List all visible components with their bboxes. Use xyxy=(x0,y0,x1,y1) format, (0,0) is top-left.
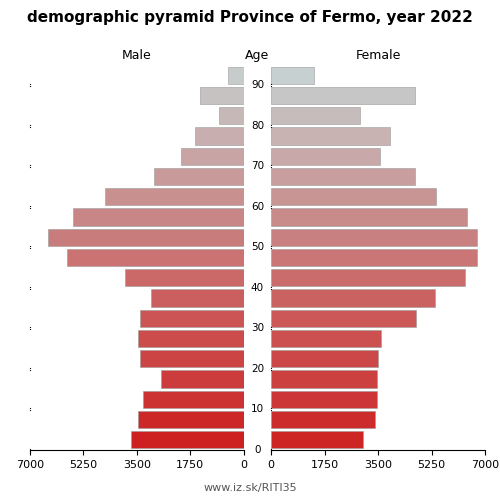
Bar xyxy=(228,66,244,84)
Bar xyxy=(66,249,244,266)
Bar xyxy=(271,208,466,226)
Bar xyxy=(271,249,478,266)
Bar xyxy=(271,87,414,104)
Bar xyxy=(140,310,244,327)
Bar xyxy=(138,411,244,428)
Bar xyxy=(48,228,244,246)
Bar xyxy=(271,411,375,428)
Bar xyxy=(271,269,465,286)
Bar xyxy=(271,310,416,327)
Bar xyxy=(138,330,244,347)
Bar xyxy=(271,188,436,206)
Title: Male: Male xyxy=(122,50,152,62)
Bar xyxy=(271,370,376,388)
Text: 80: 80 xyxy=(251,121,264,131)
Title: Age: Age xyxy=(246,50,270,62)
Bar xyxy=(124,269,244,286)
Bar xyxy=(271,148,380,165)
Text: 30: 30 xyxy=(251,324,264,334)
Bar xyxy=(219,107,244,124)
Bar xyxy=(143,390,244,408)
Bar xyxy=(271,168,414,185)
Bar xyxy=(150,290,244,306)
Bar xyxy=(271,107,360,124)
Bar xyxy=(140,350,244,368)
Text: 40: 40 xyxy=(251,283,264,293)
Text: 50: 50 xyxy=(251,242,264,252)
Bar xyxy=(200,87,244,104)
Bar xyxy=(271,432,363,448)
Text: 0: 0 xyxy=(254,445,260,455)
Text: 20: 20 xyxy=(251,364,264,374)
Text: 60: 60 xyxy=(251,202,264,212)
Bar xyxy=(271,66,314,84)
Bar xyxy=(154,168,244,185)
Bar xyxy=(131,432,244,448)
Bar xyxy=(271,390,376,408)
Bar xyxy=(271,330,381,347)
Bar xyxy=(181,148,244,165)
Bar xyxy=(271,350,378,368)
Bar xyxy=(162,370,244,388)
Bar xyxy=(271,128,390,144)
Text: 90: 90 xyxy=(251,80,264,90)
Bar xyxy=(73,208,244,226)
Text: 10: 10 xyxy=(251,404,264,414)
Bar xyxy=(271,228,478,246)
Text: www.iz.sk/RITI35: www.iz.sk/RITI35 xyxy=(203,482,297,492)
Bar xyxy=(105,188,244,206)
Bar xyxy=(195,128,244,144)
Text: 70: 70 xyxy=(251,162,264,172)
Text: demographic pyramid Province of Fermo, year 2022: demographic pyramid Province of Fermo, y… xyxy=(27,10,473,25)
Title: Female: Female xyxy=(356,50,401,62)
Bar xyxy=(271,290,434,306)
